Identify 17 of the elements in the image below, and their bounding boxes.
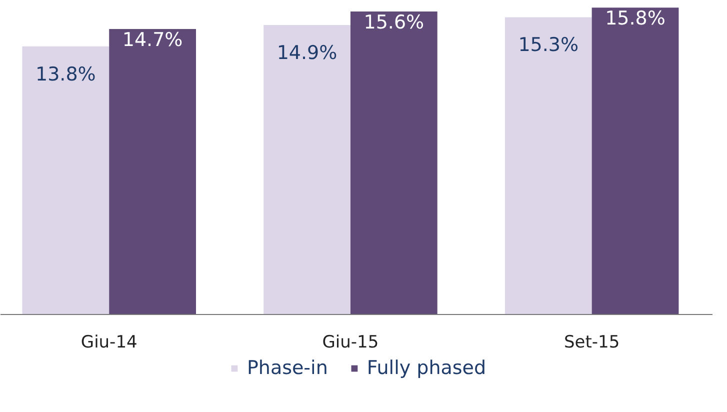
bar <box>592 8 679 314</box>
data-label: 15.8% <box>605 7 666 30</box>
bar <box>22 46 110 314</box>
data-label: 14.9% <box>276 42 338 64</box>
x-tick-label: Giu-14 <box>80 332 138 352</box>
bar <box>109 28 196 314</box>
data-label: 15.3% <box>518 34 579 56</box>
data-label: 13.8% <box>35 63 96 86</box>
bar <box>350 11 438 314</box>
bar <box>504 17 592 314</box>
x-tick-label: Giu-15 <box>322 332 379 352</box>
legend-label: Phase-in <box>246 357 328 379</box>
legend-label: Fully phased <box>366 357 486 379</box>
x-tick-label: Set-15 <box>564 332 620 352</box>
data-label: 15.6% <box>364 11 424 34</box>
data-label: 14.7% <box>122 28 183 51</box>
bar <box>264 25 350 314</box>
